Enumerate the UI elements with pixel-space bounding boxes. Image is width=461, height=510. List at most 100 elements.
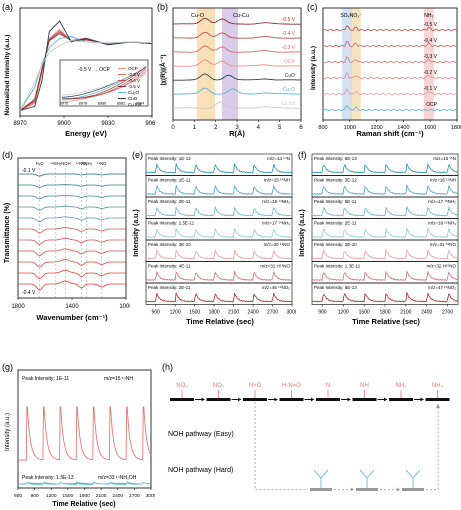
- panel-a-inset-line: [61, 65, 147, 96]
- panel-c-curves: [322, 25, 458, 112]
- panel-row-trace: [145, 227, 293, 239]
- panel-g-letter: (g): [2, 362, 13, 372]
- panel-c-band-label: SO₄²⁻: [340, 13, 354, 19]
- panel-c-series-line: [322, 41, 458, 48]
- panel-e-xlabel: Time Relative (sec): [186, 317, 254, 326]
- panel-h-surface-bar: [243, 398, 267, 401]
- panel-row-peak-label: Peak Intensity: 2E-11: [148, 199, 191, 204]
- panel-b-xticks: 0 1 2 3 4 5 6: [171, 120, 303, 131]
- panel-h-species-label: N=O: [249, 383, 262, 389]
- panel-row-peak-label: Peak Intensity: 4E-11: [148, 264, 191, 269]
- panel-h-arrowhead: [347, 397, 351, 402]
- panel-b-series-label: CuO: [285, 73, 295, 79]
- panel-a-legend-label: -0.4 V: [128, 78, 140, 83]
- panel-h-hard-label: NOH pathway (Hard): [168, 467, 233, 474]
- panel-c-xticks: 800 1000 1200 1400 1600 1800: [318, 120, 461, 131]
- panel-c-band: [342, 8, 353, 120]
- panel-d-band-label: ¹⁴NO₂: [76, 161, 87, 166]
- panel-g-xticks: 600 900 1200 1500 1800 2100 2400 2700 3000: [14, 488, 155, 499]
- panel-b-curves: [172, 17, 302, 109]
- panel-g-top-mz: m/z=15 ¹⁴NH: [104, 376, 133, 382]
- panel-row-trace: [145, 162, 293, 174]
- panel-d-series-line: [18, 280, 126, 291]
- panel-row-trace: [145, 291, 293, 303]
- panel-b-series-label: -0.4 V: [282, 31, 296, 37]
- panel-e-ylabel: Intensity (a.u.): [133, 209, 140, 256]
- panel-h-hard-connector-up: [426, 404, 439, 490]
- panel-a-inset-line: [61, 70, 147, 101]
- panel-g-xtick-label: 900: [31, 493, 39, 499]
- panel-h-hard-bond: [359, 469, 368, 479]
- panel-c-frame: [322, 7, 458, 121]
- panel-xtick-label: 1500: [359, 310, 370, 316]
- panel-c-ylabel: Intensity (a.u.): [310, 46, 317, 90]
- panel-b-xtick-label: 6: [299, 125, 303, 131]
- panel-g-xtick-label: 600: [14, 493, 22, 499]
- panel-f-xticks: 900 1200 1500 1800 2100 2400 2700: [318, 304, 453, 316]
- panel-h-arrowhead: [311, 397, 314, 402]
- panel-h-hard-connector-arrowhead: [436, 404, 440, 408]
- panel-d-series-line: [18, 173, 126, 177]
- panel-row-peak-label: Peak Intensity: 2.5E-11: [148, 221, 195, 226]
- panel-g: (g) Intensity (a.u.) Peak Intensity: 1E-…: [2, 362, 155, 508]
- panel-h-species-label: NH₃: [432, 383, 444, 389]
- panel-d-top-label: -0.1 V: [22, 168, 36, 174]
- panel-d-band-label: H₂O: [36, 161, 45, 166]
- panel-h-hard-arrowhead: [351, 487, 354, 492]
- panel-c-series-line: [322, 71, 458, 80]
- panel-d-series-line: [18, 227, 126, 234]
- panel-h-hard-bond: [366, 469, 375, 479]
- panel-h-species-label: NH: [360, 383, 369, 389]
- panel-row-peak-label: Peak Intensity: 5E-11: [314, 199, 357, 204]
- panel-a-xlabel: Energy (eV): [65, 129, 107, 138]
- panel-row-peak-label: Peak Intensity: 3E-10: [148, 242, 191, 247]
- panel-g-xtick-label: 1500: [63, 493, 74, 499]
- panel-c-series-line: [322, 88, 458, 96]
- panel-row-mz-label: m/z=30 ¹⁴NO: [264, 242, 291, 247]
- panel-row-mz-label: m/z=31 H¹⁴NO: [260, 264, 290, 269]
- panel-g-xtick-label: 2400: [112, 493, 123, 499]
- panel-c-xtick-label: 800: [318, 125, 327, 131]
- panel-g-curves: [18, 406, 152, 486]
- panel-xtick-label: 1800: [209, 310, 220, 316]
- panel-b-series-label: OCP: [284, 59, 296, 65]
- panel-a-inset-label: -0.5 V → OCP: [78, 67, 111, 73]
- panel-d-xticks: 1800 1400 1000: [11, 298, 130, 310]
- panel-h: (h) NO₃ NO₂ N=O H-N=O N NH NH₂ NH₃ NOH pathway …: [162, 362, 450, 492]
- panel-xtick-label: 2700: [442, 310, 453, 316]
- panel-b-series-line: [173, 87, 301, 95]
- panel-a: (a) Normalized Intensity (a.u.) -0.5 V →…: [2, 2, 155, 138]
- panel-b-xlabel: R(Å): [229, 129, 245, 138]
- panel-a-legend-label: Cu foil: [128, 102, 141, 107]
- panel-d-xtick-label: 1000: [119, 304, 130, 310]
- panel-b-xtick-label: 4: [257, 125, 261, 131]
- panel-h-easy-label: NOH pathway (Easy): [168, 431, 234, 438]
- panel-c-band: [350, 8, 361, 120]
- panel-c-series-line: [322, 56, 458, 64]
- panel-xtick-label: 2100: [400, 310, 411, 316]
- panel-d-ylabel: Transmittance (%): [4, 203, 11, 263]
- panel-row-mz-label: m/z=14 ¹⁴N: [267, 156, 290, 161]
- panel-row-mz-label: m/z=16 ¹⁴NH₂: [262, 199, 290, 204]
- panel-d-band-label: -NOH: [60, 161, 71, 166]
- panel-c-series-label: -0.5 V: [424, 22, 438, 28]
- panel-e-letter: (e): [132, 150, 143, 160]
- panel-d-band-label: ¹⁴NO: [97, 161, 107, 166]
- panel-c: (c) Intensity (a.u.) SO₄²⁻NO₃⁻ NH₃ -0.5 V…: [307, 2, 461, 138]
- panel-h-hard-surface-bar: [310, 488, 332, 491]
- panel-h-species-label: N: [326, 383, 330, 389]
- panel-a-letter: (a): [2, 2, 13, 12]
- panel-h-surface-bar: [389, 398, 413, 401]
- panel-b-xtick-label: 2: [214, 125, 218, 131]
- panel-row-mz-label: m/z=15 ¹⁵N: [433, 156, 456, 161]
- panel-row-mz-label: m/z=47 ¹⁵NO₂: [428, 285, 456, 290]
- panel-b-letter: (b): [157, 2, 168, 12]
- panel-a-legend-label: -0.3 V: [128, 72, 140, 77]
- panel-c-series-line: [322, 25, 458, 32]
- panel-row-mz-label: m/z=32 H¹⁵NO: [427, 264, 457, 269]
- panel-xtick-label: 2100: [228, 310, 239, 316]
- panel-d-dashed-lines: [39, 168, 102, 298]
- panel-h-surface-bar: [279, 398, 304, 401]
